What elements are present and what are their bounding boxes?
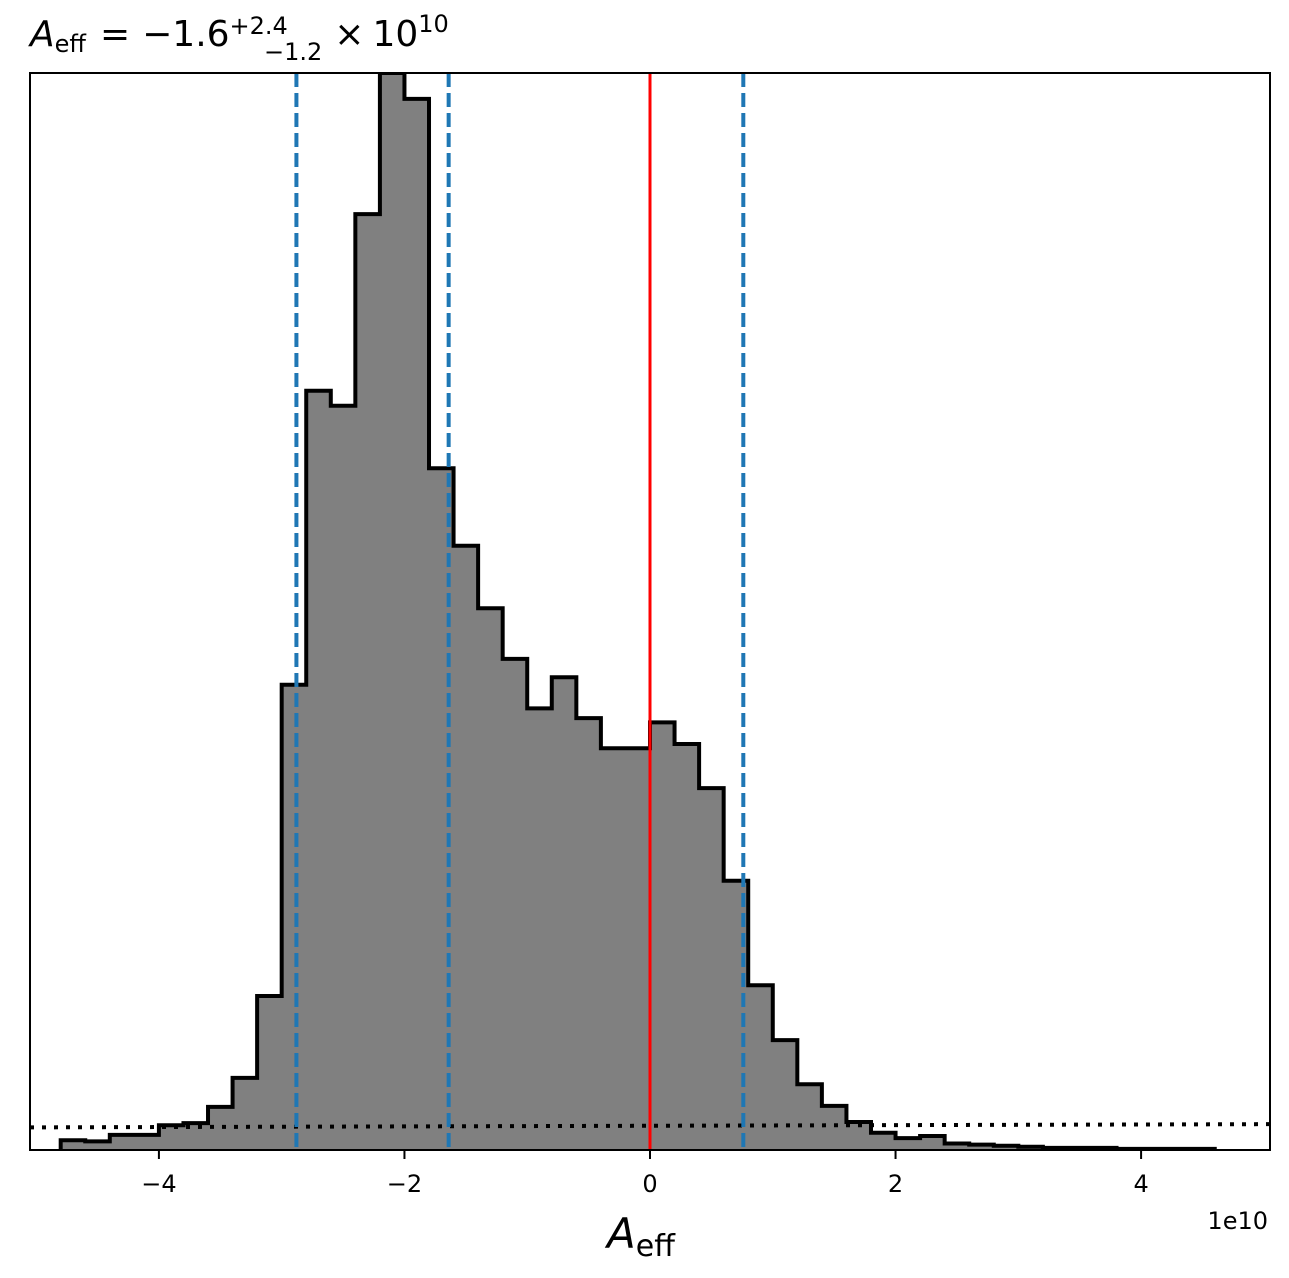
plot-area xyxy=(30,73,1270,1150)
x-axis-label: Aeff xyxy=(604,1209,676,1264)
histogram-bar xyxy=(993,1145,1019,1150)
histogram-bar xyxy=(355,214,381,1150)
x-tick-label: 2 xyxy=(888,1170,903,1198)
histogram-bar xyxy=(429,468,455,1150)
histogram-bar xyxy=(797,1084,823,1150)
histogram-bar xyxy=(306,390,332,1150)
title-exponent: 10 xyxy=(418,10,449,38)
histogram-bar xyxy=(527,708,553,1150)
title-median: −1.6 xyxy=(142,14,229,55)
histogram-bar xyxy=(257,995,283,1150)
histogram-bar xyxy=(895,1138,921,1150)
histogram-bar xyxy=(625,748,651,1150)
histogram-bar xyxy=(674,743,700,1150)
histogram-bar xyxy=(551,677,577,1150)
histogram-bar xyxy=(379,73,405,1150)
histogram-bar xyxy=(404,98,430,1150)
histogram-bar xyxy=(969,1144,995,1150)
x-tick-label: −4 xyxy=(141,1170,176,1198)
histogram-bar xyxy=(600,748,626,1150)
title-lower-err: −1.2 xyxy=(264,38,322,66)
title-equals: = xyxy=(100,14,130,55)
title-times: × xyxy=(334,14,364,55)
x-tick-label: 0 xyxy=(642,1170,657,1198)
histogram-bar xyxy=(650,722,676,1150)
xlabel-subscript: eff xyxy=(636,1229,676,1264)
histogram-bar xyxy=(453,545,479,1150)
histogram-bar xyxy=(920,1135,946,1150)
histogram-bar xyxy=(478,608,504,1150)
histogram-bar xyxy=(748,985,774,1150)
histogram-bar xyxy=(232,1077,258,1150)
histogram-outline xyxy=(58,73,1217,1150)
histogram-bar xyxy=(699,788,725,1150)
x-tick-label: −2 xyxy=(387,1170,422,1198)
histogram-bar xyxy=(109,1134,135,1150)
xlabel-symbol: A xyxy=(604,1209,636,1258)
histogram-bar xyxy=(772,1040,798,1150)
histogram-bar xyxy=(944,1143,970,1150)
histogram-bar xyxy=(821,1105,847,1150)
x-axis-ticks: −4 −2 0 2 4 xyxy=(141,1150,1149,1198)
histogram-bar xyxy=(158,1125,184,1150)
histogram-bar xyxy=(60,1140,86,1150)
title-upper-err: +2.4 xyxy=(230,12,288,40)
title-base: 10 xyxy=(372,14,418,55)
histogram-bar xyxy=(134,1134,160,1150)
title-symbol: A xyxy=(28,14,55,55)
histogram-bars xyxy=(60,73,1216,1150)
x-tick-label: 4 xyxy=(1133,1170,1148,1198)
title-subscript: eff xyxy=(55,30,87,58)
x-offset-label: 1e10 xyxy=(1207,1207,1268,1235)
chart-title: Aeff = −1.6+2.4 −1.2 × 1010 xyxy=(28,10,449,66)
histogram-bar xyxy=(330,405,356,1150)
prior-line xyxy=(30,1122,1270,1130)
histogram-bar xyxy=(281,684,307,1150)
histogram-bar xyxy=(576,718,602,1150)
histogram-bar xyxy=(502,658,528,1150)
histogram-bar xyxy=(85,1141,111,1150)
histogram-bar xyxy=(870,1132,897,1150)
